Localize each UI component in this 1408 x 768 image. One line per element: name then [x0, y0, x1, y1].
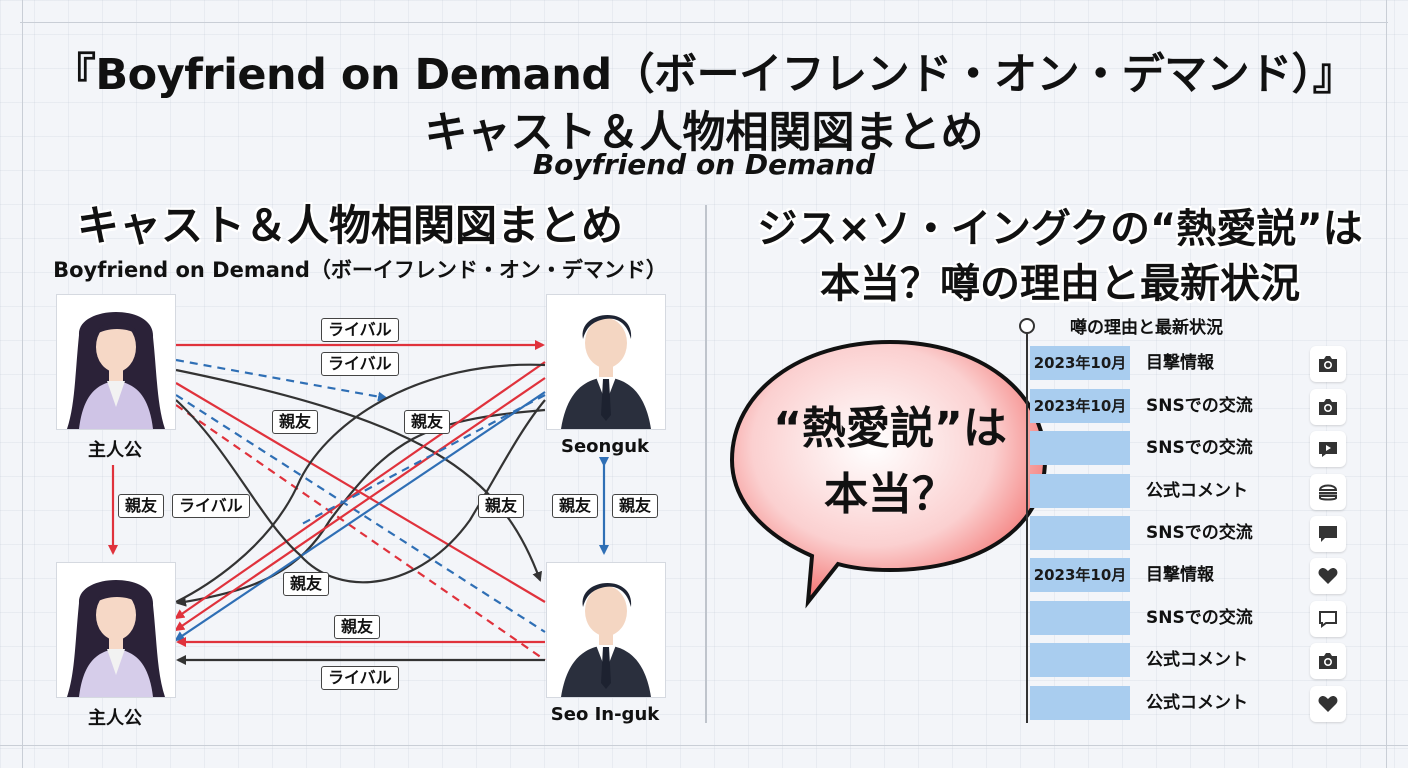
timeline-label: 目撃情報 — [1146, 353, 1214, 373]
timeline-start-dot — [1019, 318, 1035, 334]
hamburger-icon — [1310, 474, 1346, 510]
bubble-text-line2: 本当？ — [824, 469, 956, 520]
timeline-title: 噂の理由と最新状況 — [1070, 318, 1223, 338]
bubble-text-line1: “熱愛説”は — [773, 403, 1007, 454]
right-heading-line2: 本当？噂の理由と最新状況 — [820, 261, 1300, 307]
arrow-back-curve — [175, 399, 546, 584]
man-avatar-icon — [561, 582, 651, 697]
woman-avatar-icon — [67, 312, 165, 429]
chat-bubble-icon — [1310, 516, 1346, 552]
timeline-spine — [1026, 330, 1028, 723]
portrait-protagonist-top — [56, 294, 176, 430]
timeline-date — [1030, 643, 1130, 677]
relation-label: 親友 — [334, 615, 381, 639]
timeline-label: SNSでの交流 — [1146, 396, 1253, 416]
portrait-seo-in-guk — [546, 562, 666, 698]
arrow-cross-1 — [174, 361, 546, 620]
portrait-protagonist-bottom — [56, 562, 176, 698]
timeline-date — [1030, 686, 1130, 720]
relation-label: ライバル — [172, 494, 250, 518]
character-name-1: 主人公 — [88, 440, 142, 461]
character-name-2: Seonguk — [560, 436, 650, 457]
relation-label: 親友 — [283, 572, 330, 596]
frame-bottom-line — [0, 745, 1408, 746]
camera-icon — [1310, 346, 1346, 382]
woman-avatar-icon — [67, 580, 165, 697]
timeline-row: SNSでの交流 — [1030, 431, 1350, 467]
timeline-row: 2023年10月 SNSでの交流 — [1030, 389, 1350, 425]
timeline-label: SNSでの交流 — [1146, 608, 1253, 628]
timeline-label: SNSでの交流 — [1146, 523, 1253, 543]
relation-label: 親友 — [118, 494, 165, 518]
man-avatar-icon — [561, 314, 651, 429]
camera-icon — [1310, 389, 1346, 425]
right-heading-line1: ジス×ソ・イングクの“熱愛説”は — [757, 206, 1363, 252]
timeline-label: SNSでの交流 — [1146, 438, 1253, 458]
timeline-row: 2023年10月 目撃情報 — [1030, 346, 1350, 382]
page-title-line2: キャスト＆人物相関図まとめ — [424, 108, 984, 158]
timeline-row: 公式コメント — [1030, 686, 1350, 722]
timeline-label: 公式コメント — [1146, 693, 1248, 713]
timeline-date: 2023年10月 — [1030, 558, 1130, 592]
timeline-label: 公式コメント — [1146, 650, 1248, 670]
relation-label: ライバル — [321, 318, 399, 342]
arrow-cross-3 — [174, 391, 546, 642]
frame-right-line — [1386, 0, 1387, 768]
timeline-label: 目撃情報 — [1146, 565, 1214, 585]
message-outline-icon — [1310, 601, 1346, 637]
relation-label: 親友 — [552, 494, 599, 518]
arrow-rival-2 — [175, 358, 388, 402]
frame-top-line — [20, 22, 1388, 23]
relation-label: ライバル — [321, 666, 399, 690]
timeline-date — [1030, 431, 1130, 465]
arrow-cross-4 — [299, 394, 546, 526]
heart-icon — [1310, 686, 1346, 722]
arrow-friend-4 — [175, 404, 546, 661]
timeline-label: 公式コメント — [1146, 481, 1248, 501]
timeline-row: 公式コメント — [1030, 643, 1350, 679]
arrow-friend-3 — [175, 394, 546, 633]
arrow-friend-2 — [175, 382, 546, 603]
arrow-cross-2 — [174, 377, 546, 632]
arrow-cross-curve — [175, 363, 546, 603]
relation-label: ライバル — [321, 352, 399, 376]
panel-divider — [705, 205, 707, 723]
timeline-row: SNSでの交流 — [1030, 601, 1350, 637]
character-name-4: Seo In-guk — [550, 704, 660, 725]
relation-label: 親友 — [612, 494, 659, 518]
timeline-row: 2023年10月 目撃情報 — [1030, 558, 1350, 594]
camera-icon — [1310, 643, 1346, 679]
portrait-seonguk — [546, 294, 666, 430]
timeline-date: 2023年10月 — [1030, 346, 1130, 380]
relation-label: 親友 — [272, 410, 319, 434]
frame-left-line — [22, 0, 23, 768]
video-play-icon — [1310, 431, 1346, 467]
relation-label: 親友 — [404, 410, 451, 434]
arrow-friend-curve-1 — [175, 368, 542, 582]
timeline-date: 2023年10月 — [1030, 389, 1130, 423]
page-title-line1: 『Boyfriend on Demand（ボーイフレンド・オン・デマンド）』 — [52, 50, 1356, 100]
timeline-date — [1030, 474, 1130, 508]
timeline-row: SNSでの交流 — [1030, 516, 1350, 552]
heart-icon — [1310, 558, 1346, 594]
left-heading: キャスト＆人物相関図まとめ — [76, 201, 623, 250]
timeline-row: 公式コメント — [1030, 474, 1350, 510]
relation-label: 親友 — [478, 494, 525, 518]
page-subtitle: Boyfriend on Demand — [532, 148, 876, 181]
timeline-date — [1030, 601, 1130, 635]
left-subheading: Boyfriend on Demand（ボーイフレンド・オン・デマンド） — [53, 258, 667, 282]
character-name-3: 主人公 — [88, 708, 142, 729]
timeline-date — [1030, 516, 1130, 550]
